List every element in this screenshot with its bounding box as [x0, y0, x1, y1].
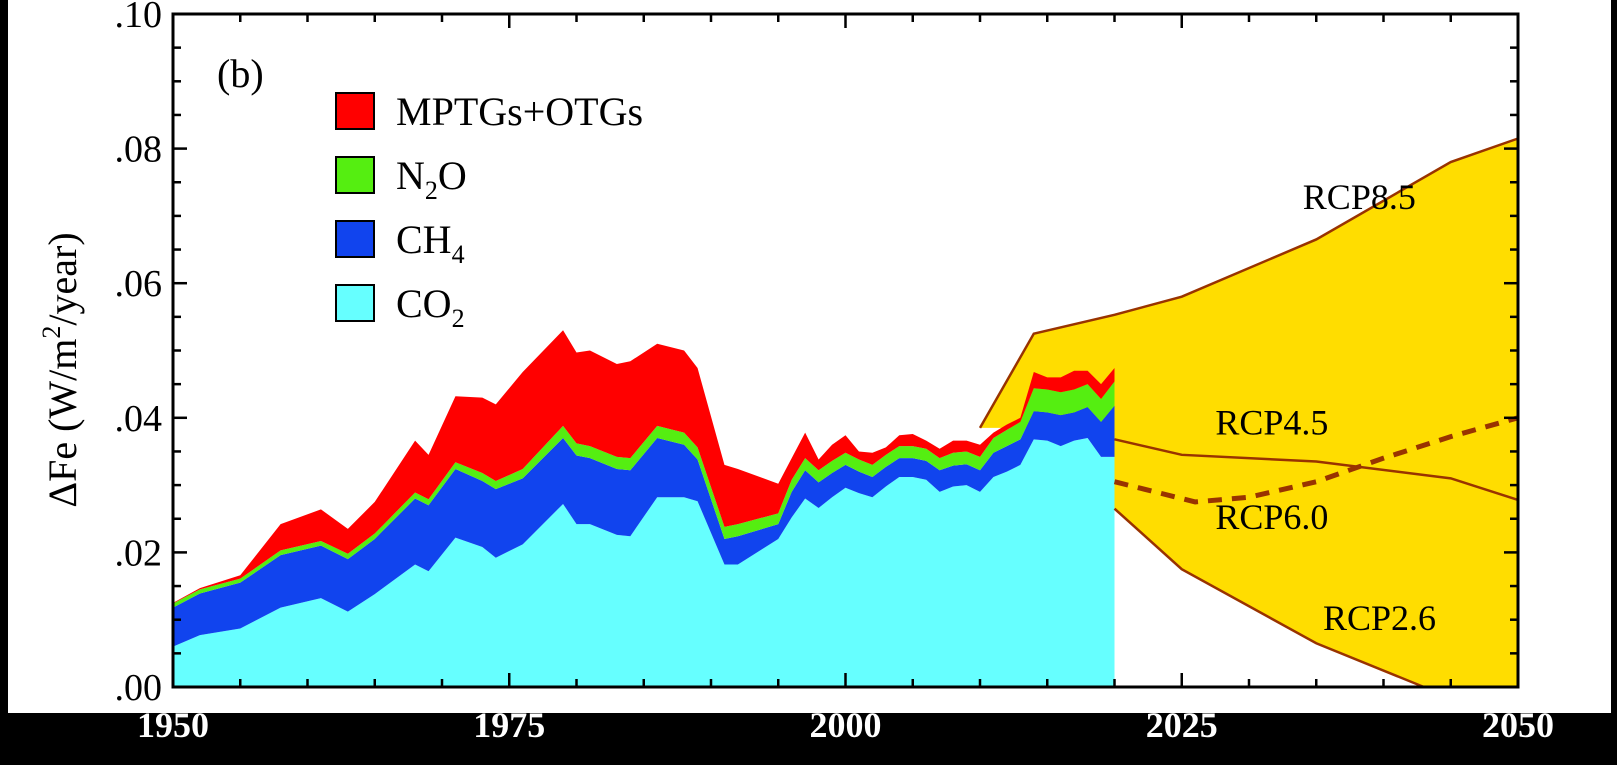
y-axis: .00 .02 .04 .06 .08 .10 [115, 0, 1518, 709]
area-mptgs-otgs [173, 330, 1115, 604]
x-tick-label-1975: 1975 [473, 705, 545, 745]
y-tick-label-4: .08 [115, 129, 163, 171]
legend-swatch-mptgs-otgs [335, 92, 375, 130]
legend-label-n2o: N2O [396, 153, 467, 205]
x-tick-label-2050: 2050 [1482, 705, 1554, 745]
legend-swatch-co2 [335, 284, 375, 322]
y-axis-label-post: /year) [40, 232, 85, 325]
y-axis-label-pre: ΔFe (W/m [40, 339, 85, 508]
legend-label-mptgs-otgs: MPTGs+OTGs [396, 89, 643, 134]
y-tick-label-0: .00 [115, 667, 163, 709]
legend-label-ch4: CH4 [396, 217, 465, 269]
legend-swatch-n2o [335, 156, 375, 194]
plot-area: RCP8.5 RCP4.5 RCP6.0 RCP2.6 [171, 12, 1520, 689]
legend-label-co2: CO2 [396, 281, 465, 333]
y-tick-label-1: .02 [115, 532, 163, 574]
label-rcp2-6: RCP2.6 [1323, 598, 1436, 638]
y-tick-label-3: .06 [115, 263, 163, 305]
panel-label: (b) [217, 51, 264, 96]
line-rcp4-5 [1114, 438, 1519, 502]
label-rcp4-5: RCP4.5 [1215, 403, 1328, 443]
y-tick-label-2: .04 [115, 398, 163, 440]
y-axis-label-sup: 2 [37, 326, 66, 339]
line-rcp6-0 [1113, 415, 1519, 505]
x-tick-label-1950: 1950 [137, 705, 209, 745]
x-tick-label-2000: 2000 [810, 705, 882, 745]
x-tick-label-2025: 2025 [1146, 705, 1218, 745]
legend-swatch-ch4 [335, 220, 375, 258]
y-tick-label-5: .10 [115, 0, 163, 36]
label-rcp8-5: RCP8.5 [1303, 177, 1416, 217]
label-rcp6-0: RCP6.0 [1215, 497, 1328, 537]
line-rcp8-5 [978, 137, 1519, 429]
line-rcp2-6 [1113, 507, 1425, 689]
x-axis: 1950 1975 2000 2025 2050 [137, 14, 1554, 745]
y-axis-label: ΔFe (W/m2/year) [37, 232, 85, 507]
legend: MPTGs+OTGs N2O CH4 CO2 [335, 89, 643, 333]
rcp-band [980, 138, 1518, 687]
area-co2 [173, 437, 1115, 687]
